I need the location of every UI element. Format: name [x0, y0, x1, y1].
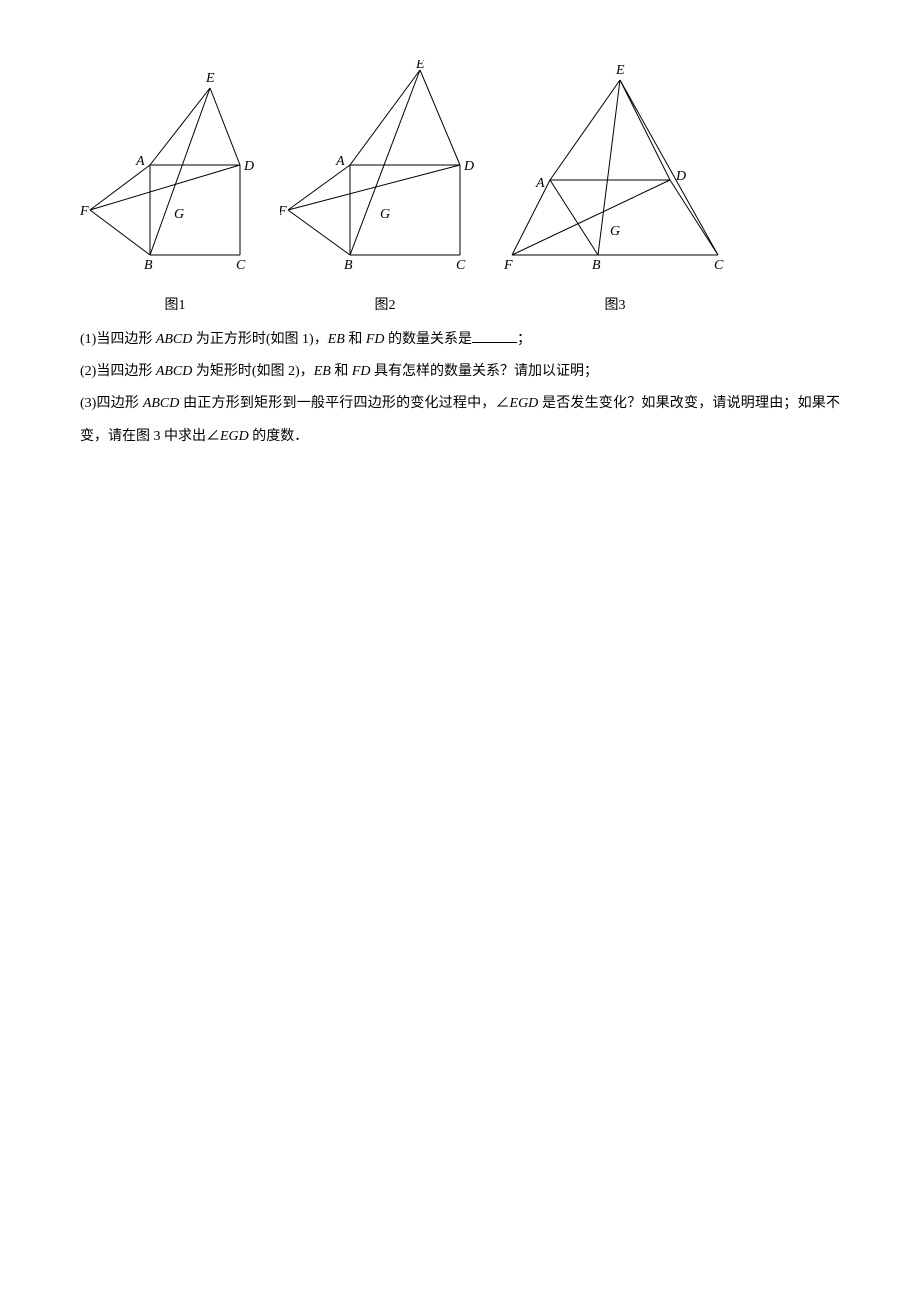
q1-abcd: ABCD: [156, 332, 193, 347]
q2-and: 和: [331, 364, 352, 379]
svg-text:B: B: [144, 258, 153, 273]
svg-text:A: A: [535, 176, 545, 191]
svg-text:G: G: [174, 207, 184, 222]
svg-text:A: A: [335, 154, 345, 169]
svg-text:G: G: [380, 207, 390, 222]
figure-3-caption: 图3: [605, 294, 626, 314]
q2-abcd: ABCD: [156, 364, 193, 379]
svg-text:C: C: [236, 258, 246, 273]
svg-text:A: A: [135, 154, 145, 169]
q3-suffix: 的度数．: [249, 429, 309, 444]
q2-eb: EB: [314, 364, 331, 379]
svg-text:E: E: [415, 60, 425, 72]
q1-suffix: 的数量关系是: [385, 332, 473, 347]
svg-text:B: B: [592, 258, 601, 273]
question-1: (1)当四边形 ABCD 为正方形时(如图 1)，EB 和 FD 的数量关系是 ；: [80, 324, 840, 356]
svg-text:F: F: [503, 258, 513, 273]
q3-abcd: ABCD: [143, 396, 180, 411]
question-3: (3)四边形 ABCD 由正方形到矩形到一般平行四边形的变化过程中，∠EGD 是…: [80, 388, 840, 452]
q1-and: 和: [345, 332, 366, 347]
q2-fd: FD: [352, 364, 371, 379]
figures-row: A B C D E F G 图1 A B C D E F G 图2 A B C D E F G 图3: [80, 60, 840, 314]
figure-2-caption: 图2: [375, 294, 396, 314]
svg-text:E: E: [615, 63, 625, 78]
q1-blank: [472, 328, 517, 343]
q1-eb: EB: [328, 332, 345, 347]
svg-text:D: D: [675, 169, 686, 184]
svg-text:C: C: [714, 258, 724, 273]
svg-text:F: F: [80, 204, 89, 219]
figure-3: A B C D E F G 图3: [500, 60, 730, 314]
q1-mid: 为正方形时(如图 1)，: [192, 332, 327, 347]
q3-mid: 由正方形到矩形到一般平行四边形的变化过程中，∠: [179, 396, 509, 411]
q2-text: (2)当四边形: [80, 364, 156, 379]
svg-text:B: B: [344, 258, 353, 273]
figure-1: A B C D E F G 图1: [80, 60, 270, 314]
figure-1-caption: 图1: [165, 294, 186, 314]
figure-2: A B C D E F G 图2: [280, 60, 490, 314]
diagram-2: A B C D E F G: [280, 60, 490, 290]
q2-mid: 为矩形时(如图 2)，: [192, 364, 313, 379]
svg-text:C: C: [456, 258, 466, 273]
svg-text:D: D: [243, 159, 254, 174]
q1-text: (1)当四边形: [80, 332, 156, 347]
svg-text:G: G: [610, 224, 620, 239]
question-2: (2)当四边形 ABCD 为矩形时(如图 2)，EB 和 FD 具有怎样的数量关…: [80, 356, 840, 388]
svg-text:E: E: [205, 71, 215, 86]
q1-end: ；: [517, 332, 531, 347]
q3-egd: EGD: [510, 396, 539, 411]
q2-suffix: 具有怎样的数量关系？请加以证明；: [371, 364, 599, 379]
svg-text:F: F: [280, 204, 287, 219]
diagram-1: A B C D E F G: [80, 60, 270, 290]
diagram-3: A B C D E F G: [500, 60, 730, 290]
q3-text: (3)四边形: [80, 396, 143, 411]
q3-egd2: EGD: [220, 429, 249, 444]
q1-fd: FD: [366, 332, 385, 347]
svg-text:D: D: [463, 159, 474, 174]
